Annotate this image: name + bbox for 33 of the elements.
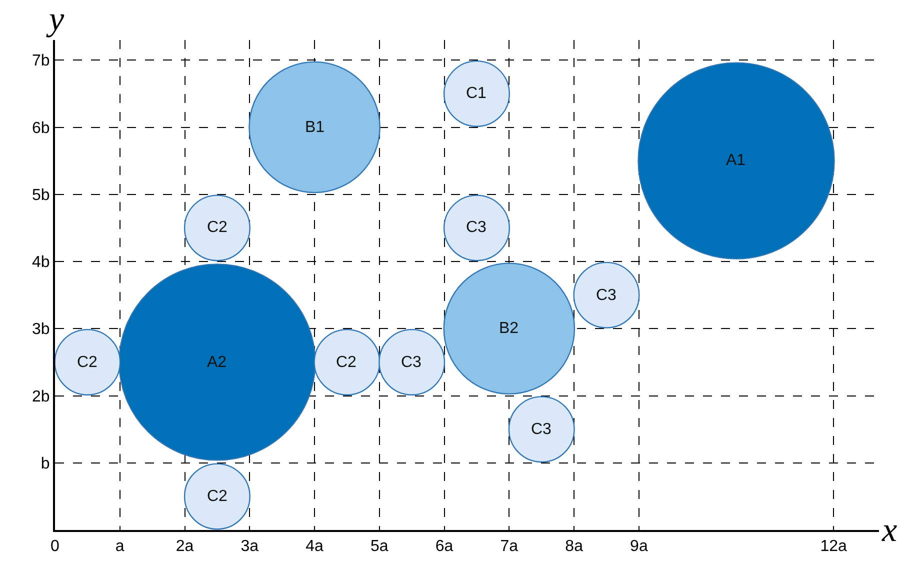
y-tick-label: 7b	[32, 52, 50, 70]
x-tick-label: 8a	[565, 538, 584, 556]
y-tick-label: 6b	[32, 120, 50, 137]
x-tick-label: 9a	[630, 538, 648, 556]
y-tick-label: 2b	[32, 388, 50, 406]
annotation: A1	[726, 152, 746, 169]
annotation: A2	[207, 354, 227, 371]
x-axis-title: x	[881, 512, 898, 549]
annotation: C2	[77, 354, 98, 371]
annotation: C3	[466, 219, 487, 236]
y-axis-title: y	[46, 1, 65, 38]
x-tick-label: 12a	[820, 538, 848, 556]
x-tick-label: a	[115, 538, 124, 556]
annotation: C3	[531, 421, 552, 438]
annotation: B1	[305, 119, 325, 136]
y-tick-label: 3b	[32, 321, 50, 338]
annotation: C2	[207, 488, 228, 505]
annotation: C1	[466, 85, 487, 102]
x-tick-label: 3a	[240, 538, 259, 556]
x-tick-label: 7a	[500, 538, 518, 556]
annotation: C3	[401, 354, 422, 371]
annotation: C2	[336, 354, 357, 371]
annotation: C2	[207, 219, 228, 236]
x-tick-label: 4a	[306, 538, 324, 556]
x-tick-label: 5a	[370, 538, 388, 556]
annotation: B2	[499, 320, 519, 337]
x-tick-label: 2a	[176, 538, 194, 556]
y-tick-label: 4b	[32, 254, 50, 272]
y-tick-label: b	[40, 455, 50, 472]
y-tick-label: 5b	[32, 186, 50, 204]
annotation: C3	[596, 287, 617, 304]
x-tick-label: 0	[50, 538, 60, 556]
x-tick-label: 6a	[435, 538, 454, 556]
